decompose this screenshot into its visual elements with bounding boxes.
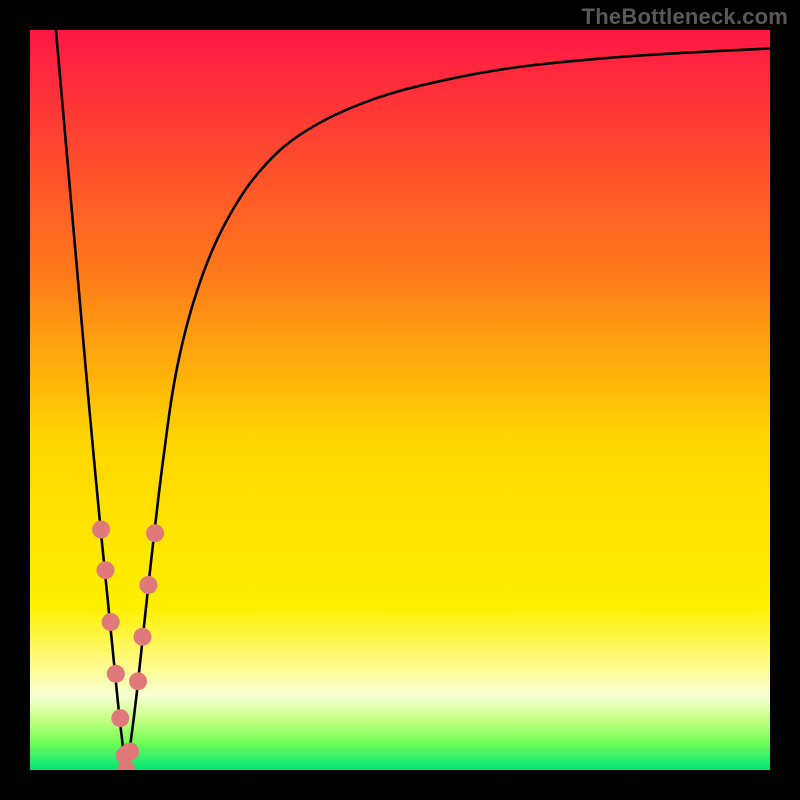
- data-marker: [111, 709, 129, 727]
- data-marker: [96, 561, 114, 579]
- chart-stage: TheBottleneck.com: [0, 0, 800, 800]
- data-marker: [92, 521, 110, 539]
- data-marker: [102, 613, 120, 631]
- data-marker: [121, 743, 139, 761]
- data-marker: [129, 672, 147, 690]
- data-marker: [139, 576, 157, 594]
- data-marker: [146, 524, 164, 542]
- bottleneck-curve-chart: [0, 0, 800, 800]
- data-marker: [133, 628, 151, 646]
- data-marker: [107, 665, 125, 683]
- watermark-text: TheBottleneck.com: [582, 4, 788, 30]
